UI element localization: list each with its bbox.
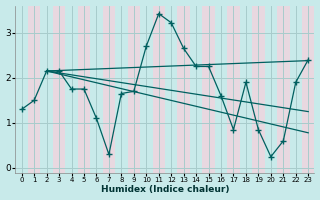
Bar [290, 6, 302, 172]
Bar [115, 6, 128, 172]
Bar [240, 6, 252, 172]
Bar [28, 6, 40, 172]
Bar [302, 6, 315, 172]
Bar [140, 6, 153, 172]
Bar [227, 6, 240, 172]
Bar [15, 6, 28, 172]
Bar [90, 6, 103, 172]
Bar [103, 6, 115, 172]
Bar [215, 6, 227, 172]
Bar [277, 6, 290, 172]
Bar [153, 6, 165, 172]
Bar [53, 6, 65, 172]
Bar [202, 6, 215, 172]
Bar [165, 6, 177, 172]
Bar [265, 6, 277, 172]
Bar [128, 6, 140, 172]
Bar [65, 6, 78, 172]
Bar [190, 6, 202, 172]
X-axis label: Humidex (Indice chaleur): Humidex (Indice chaleur) [101, 185, 229, 194]
Bar [252, 6, 265, 172]
Bar [40, 6, 53, 172]
Bar [78, 6, 90, 172]
Bar [177, 6, 190, 172]
